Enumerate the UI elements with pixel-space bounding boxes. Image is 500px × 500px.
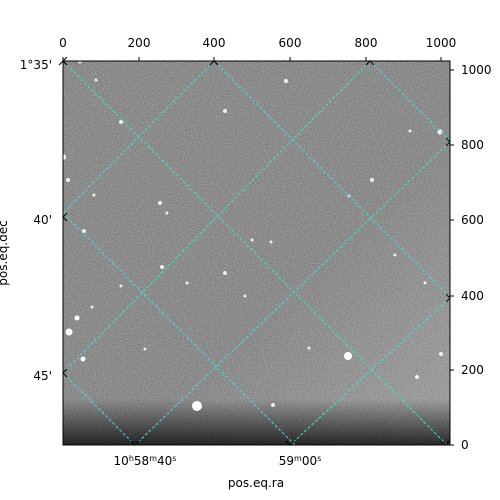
star	[269, 240, 273, 244]
star	[78, 61, 82, 64]
star	[393, 253, 397, 257]
x-axis-title: pos.eq.ra	[228, 476, 284, 490]
star	[80, 356, 86, 362]
star	[344, 352, 352, 360]
wcs-tick	[285, 440, 295, 446]
ra-axis-labels: 10h58m40s 59m00s	[114, 454, 322, 468]
grid-line	[213, 61, 450, 298]
wcs-tick	[62, 56, 68, 66]
y-tick-label: 0	[461, 438, 469, 452]
x-tick-label: 200	[128, 36, 151, 50]
y-tick-label: 400	[461, 289, 484, 303]
star	[92, 193, 96, 197]
grid-line	[63, 61, 448, 445]
star	[250, 238, 254, 242]
star	[284, 79, 288, 83]
star	[223, 271, 227, 275]
star	[408, 129, 412, 133]
grid-line	[63, 61, 371, 374]
ra-tick-label: 59m00s	[279, 454, 322, 468]
wcs-tick	[209, 60, 219, 66]
star	[160, 265, 164, 269]
grid-line	[369, 61, 450, 142]
axis-ticks	[58, 56, 454, 446]
y-tick-label: 200	[461, 363, 484, 377]
grid-line	[134, 141, 450, 445]
grid-line	[63, 61, 215, 214]
star	[243, 294, 247, 298]
wcs-tick	[445, 137, 451, 147]
star	[94, 78, 98, 82]
wcs-tick	[130, 440, 140, 446]
x-tick-label: 0	[59, 36, 67, 50]
dec-tick-label: 40'	[33, 213, 52, 227]
grid-line	[289, 297, 450, 445]
dec-axis-labels: 1°35' 40' 45'	[20, 58, 52, 383]
star	[158, 201, 162, 205]
x-tick-label: 800	[355, 36, 378, 50]
y-tick-label: 600	[461, 213, 484, 227]
star	[66, 178, 70, 182]
star	[223, 109, 227, 113]
star	[63, 154, 66, 160]
top-axis-labels: 0 200 400 600 800 1000	[59, 36, 456, 50]
wcs-tick	[365, 60, 375, 66]
star	[65, 328, 73, 336]
sky-image	[63, 61, 450, 445]
star	[192, 401, 202, 411]
dec-tick-label: 1°35'	[20, 58, 52, 72]
ra-tick-label: 10h58m40s	[114, 454, 177, 468]
star	[143, 347, 147, 351]
wcs-tick	[62, 212, 68, 222]
coordinate-grid	[63, 61, 450, 445]
x-tick-label: 400	[203, 36, 226, 50]
star	[119, 120, 123, 124]
y-tick-label: 1000	[461, 63, 492, 77]
star	[90, 305, 94, 309]
y-tick-label: 800	[461, 138, 484, 152]
y-axis-title: pos.eq.dec	[0, 220, 10, 285]
wcs-tick	[445, 293, 451, 303]
star	[74, 315, 80, 321]
right-axis-labels: 0 200 400 600 800 1000	[461, 63, 492, 452]
star	[185, 281, 189, 285]
x-tick-label: 1000	[426, 36, 457, 50]
star	[370, 178, 374, 182]
star	[437, 129, 443, 135]
wcs-tick	[440, 440, 450, 446]
star	[423, 281, 427, 285]
wcs-tick	[62, 368, 68, 378]
star	[119, 284, 123, 288]
image-frame	[62, 60, 451, 446]
x-tick-label: 600	[279, 36, 302, 50]
star	[82, 229, 86, 233]
star	[307, 346, 311, 350]
star	[165, 211, 169, 215]
dec-tick-label: 45'	[33, 369, 52, 383]
star	[415, 375, 419, 379]
star	[439, 352, 443, 356]
star	[271, 403, 275, 407]
stars-layer	[63, 61, 443, 411]
grid-line	[63, 372, 136, 445]
